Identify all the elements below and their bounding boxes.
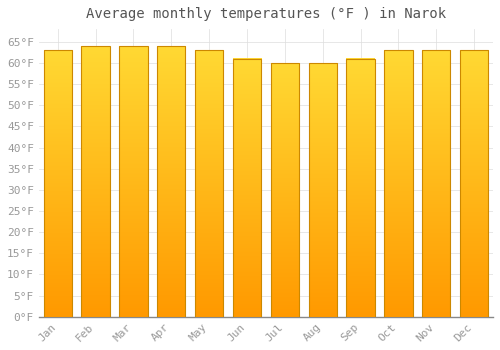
Bar <box>422 50 450 317</box>
Bar <box>346 59 375 317</box>
Bar <box>82 46 110 317</box>
Bar <box>308 63 337 317</box>
Bar <box>460 50 488 317</box>
Bar <box>195 50 224 317</box>
Bar <box>270 63 299 317</box>
Bar <box>44 50 72 317</box>
Bar <box>233 59 261 317</box>
Bar <box>157 46 186 317</box>
Bar <box>384 50 412 317</box>
Title: Average monthly temperatures (°F ) in Narok: Average monthly temperatures (°F ) in Na… <box>86 7 446 21</box>
Bar <box>119 46 148 317</box>
